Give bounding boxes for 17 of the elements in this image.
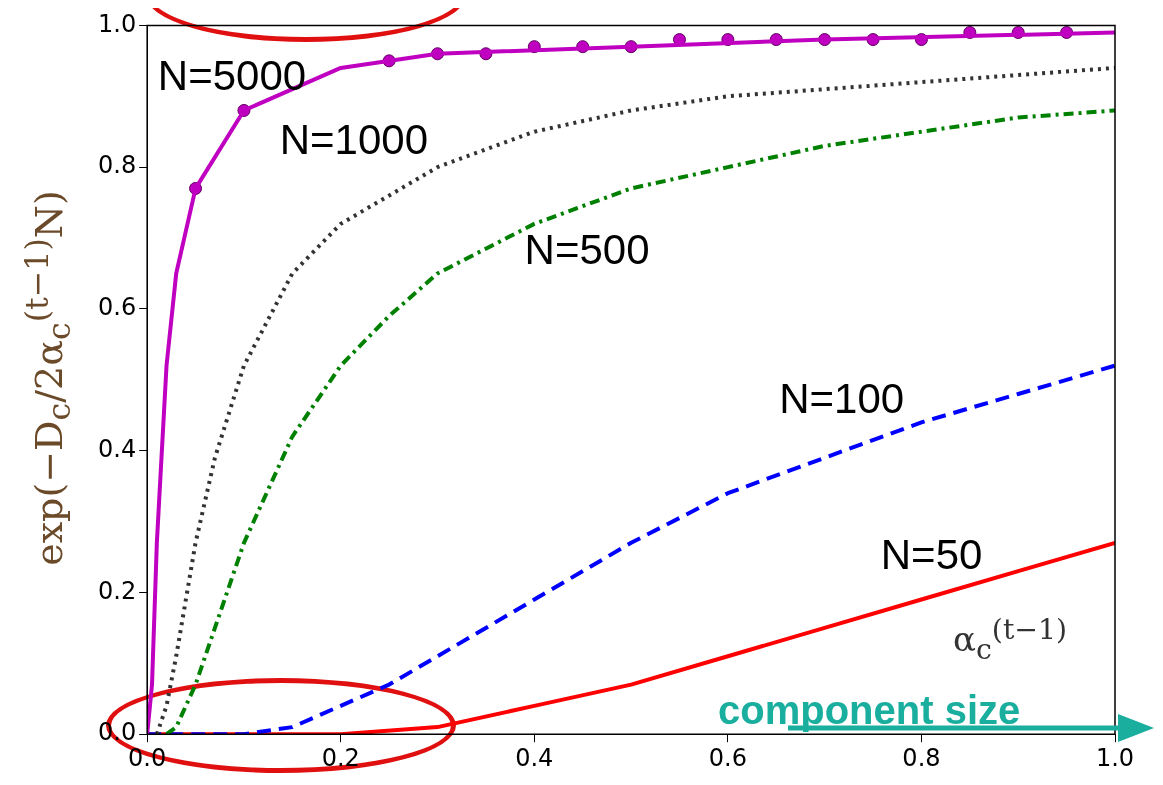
series-label: N=100 <box>779 374 905 422</box>
y-tick-label: 0.8 <box>98 151 137 180</box>
line-series <box>147 363 1115 735</box>
x-tick-label: 0.8 <box>902 743 941 772</box>
x-tick-label: 0.2 <box>321 743 360 772</box>
x-tick-label: 0.6 <box>708 743 747 772</box>
series-label: N=1000 <box>279 115 429 163</box>
y-tick-label: 0.2 <box>98 576 137 605</box>
annotation: component size <box>718 688 1021 733</box>
y-tick-label: 0.4 <box>98 434 137 463</box>
x-tick-label: 0.4 <box>515 743 554 772</box>
y-tick-label: 1.0 <box>98 9 137 38</box>
series-label: N=500 <box>524 225 650 273</box>
series-label: N=50 <box>880 530 983 578</box>
y-tick-label: 0.6 <box>98 293 137 322</box>
x-tick-label: 1.0 <box>1095 743 1135 772</box>
series-label: N=5000 <box>157 52 307 100</box>
